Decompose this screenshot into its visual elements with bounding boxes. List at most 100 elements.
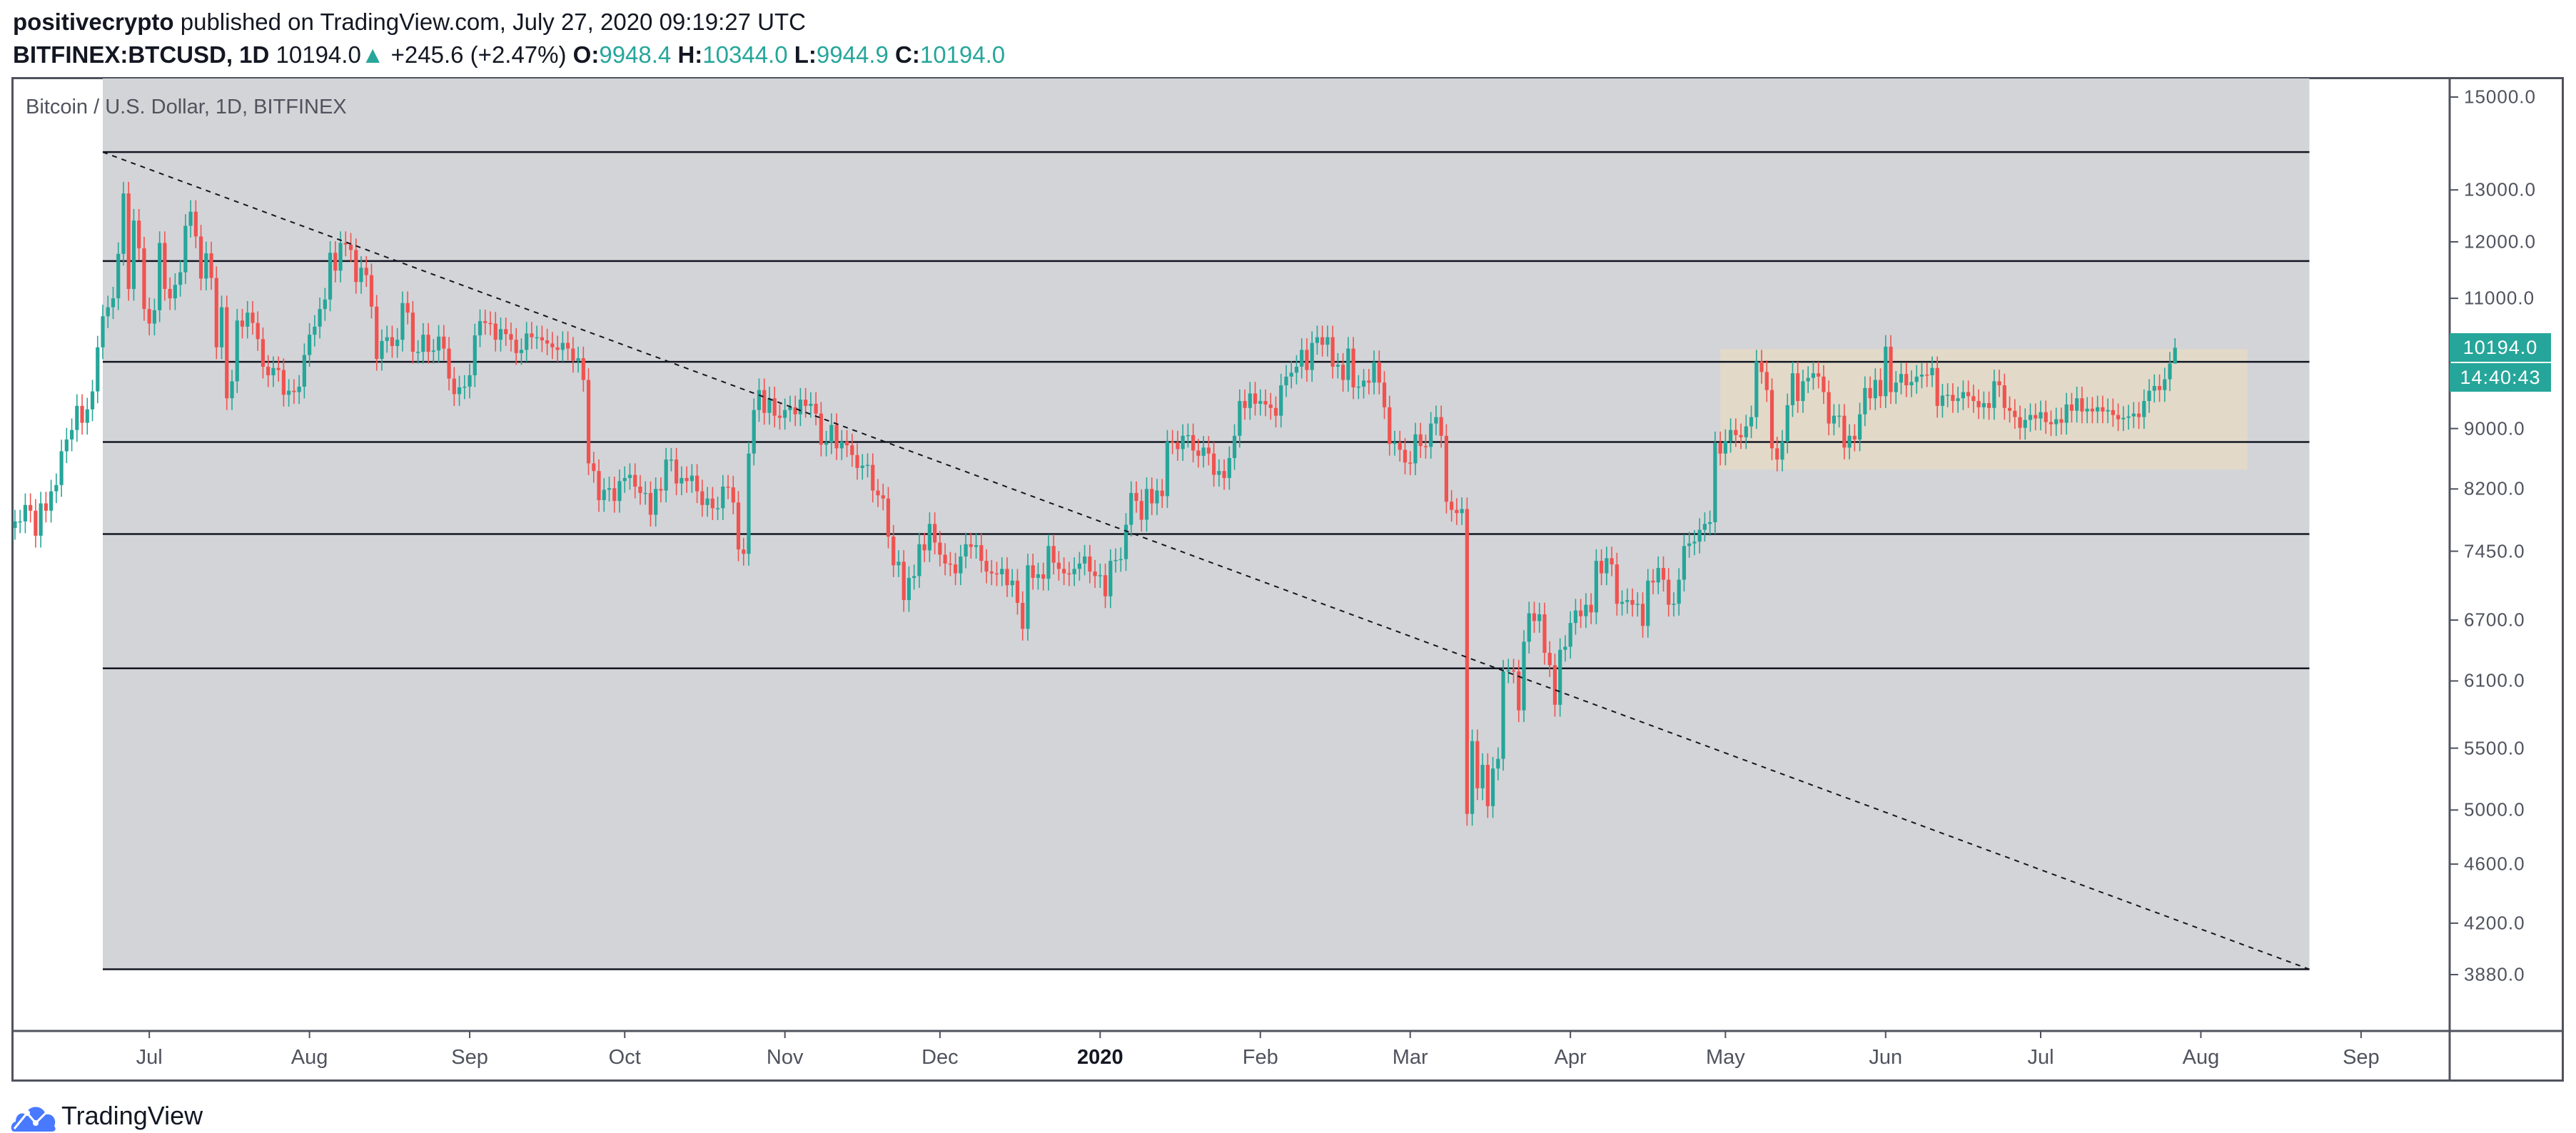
price-tick-label: 15000.0: [2464, 86, 2536, 108]
price-tick-label: 5500.0: [2464, 737, 2525, 759]
candle-body: [1832, 415, 1836, 424]
candle-body: [1584, 604, 1588, 616]
candle-body: [452, 378, 456, 395]
candle-body: [1873, 380, 1877, 399]
candle-body: [1320, 337, 1325, 345]
candle-body: [1790, 373, 1795, 405]
candle-body: [1118, 559, 1123, 561]
candle-body: [1289, 372, 1293, 377]
candle-body: [1093, 571, 1097, 576]
candle-body: [1382, 382, 1387, 407]
candle-body: [2080, 398, 2084, 412]
candle-body: [1558, 649, 1562, 705]
author-name[interactable]: positivecrypto: [13, 9, 174, 35]
candle-body: [421, 335, 425, 352]
time-tick-label: Apr: [1554, 1046, 1587, 1069]
candle-body: [478, 321, 483, 336]
candle-body: [152, 310, 156, 324]
candle-body: [700, 491, 704, 505]
candle-body: [1537, 614, 1542, 621]
time-tick-label: Jul: [136, 1046, 163, 1069]
candle-body: [798, 400, 802, 415]
time-tick-label: Sep: [451, 1046, 488, 1069]
candle-body: [1858, 414, 1862, 440]
candle-body: [318, 309, 322, 327]
candle-body: [896, 562, 901, 566]
candle-body: [1579, 610, 1583, 616]
candle-body: [75, 405, 79, 430]
candle-body: [1031, 565, 1035, 578]
candle-body: [1455, 509, 1459, 514]
candle-body: [1759, 361, 1764, 372]
candle-body: [1785, 405, 1789, 442]
candle-body: [116, 253, 121, 299]
candle-body: [198, 236, 203, 279]
candle-body: [638, 487, 642, 493]
candle-body: [659, 489, 663, 491]
candle-body: [1108, 561, 1113, 596]
candle-body: [2106, 410, 2110, 412]
candle-body: [426, 335, 430, 352]
candle-body: [504, 329, 508, 335]
candle-body: [59, 451, 64, 485]
candle-body: [261, 339, 266, 367]
candle-body: [126, 193, 131, 289]
candle-body: [1423, 446, 1428, 447]
candle-body: [1682, 546, 1687, 580]
candle-body: [850, 445, 854, 455]
candle-body: [1971, 396, 1976, 402]
candle-body: [1475, 741, 1480, 788]
candle-body: [2054, 419, 2059, 425]
candle-body: [1775, 448, 1779, 460]
candle-body: [834, 425, 839, 449]
candle-body: [131, 220, 136, 289]
candle-body: [2121, 417, 2126, 420]
candle-body: [2049, 422, 2054, 425]
candle-body: [943, 554, 947, 564]
candle-body: [959, 556, 963, 574]
candle-body: [1217, 471, 1221, 475]
candle-body: [1697, 529, 1702, 542]
candle-body: [984, 561, 989, 572]
candle-body: [824, 442, 829, 445]
candle-body: [1305, 350, 1309, 370]
candle-body: [627, 474, 632, 478]
candle-body: [1501, 671, 1505, 759]
candle-body: [695, 475, 699, 492]
time-tick-label: Jun: [1869, 1046, 1903, 1069]
open-label: O:: [572, 41, 600, 68]
candle-body: [1015, 580, 1020, 603]
candle-body: [1884, 346, 1888, 397]
candle-body: [514, 340, 518, 353]
candle-body: [2002, 385, 2006, 408]
candle-body: [23, 504, 27, 522]
candle-body: [354, 250, 358, 283]
candle-body: [2136, 413, 2141, 417]
candle-body: [256, 322, 260, 340]
candle-body: [886, 498, 891, 537]
candle-body: [654, 489, 658, 515]
candle-body: [2039, 412, 2043, 419]
candle-body: [1640, 604, 1645, 626]
candle-body: [1258, 401, 1263, 404]
candle-body: [1956, 398, 1960, 402]
candle-body: [927, 524, 931, 551]
candle-body: [1796, 373, 1800, 402]
candle-body: [1046, 546, 1051, 579]
candle-body: [1961, 392, 1965, 399]
candle-body: [933, 524, 937, 543]
candle-body: [1992, 381, 1996, 408]
candle-body: [1594, 561, 1598, 613]
candle-body: [1532, 613, 1537, 621]
candle-body: [1056, 562, 1061, 569]
candle-body: [989, 571, 994, 574]
tradingview-logo[interactable]: TradingView: [10, 1099, 203, 1133]
candle-body: [1692, 542, 1697, 544]
candle-body: [493, 323, 497, 340]
candle-body: [1552, 665, 1557, 705]
candle-body: [1734, 430, 1738, 435]
candle-body: [1150, 489, 1154, 504]
candle-body: [2142, 401, 2146, 417]
candle-body: [1335, 365, 1340, 367]
